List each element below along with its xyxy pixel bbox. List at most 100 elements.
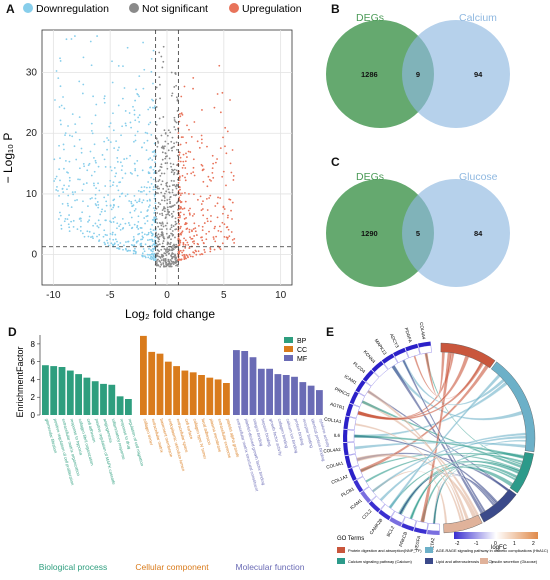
volcano-point bbox=[182, 249, 185, 252]
venn-c-right-label: Glucose bbox=[459, 171, 498, 183]
volcano-point bbox=[188, 193, 190, 195]
volcano-point bbox=[156, 252, 159, 255]
volcano-point bbox=[132, 236, 135, 238]
volcano-point bbox=[74, 131, 77, 134]
volcano-point bbox=[130, 126, 133, 129]
volcano-ytick: 30 bbox=[26, 68, 38, 79]
volcano-point bbox=[158, 235, 161, 238]
volcano-point bbox=[202, 180, 205, 183]
volcano-point bbox=[143, 217, 146, 219]
chord-gene-logfc bbox=[345, 403, 354, 417]
volcano-point bbox=[189, 255, 192, 258]
volcano-point bbox=[167, 248, 169, 251]
volcano-point bbox=[170, 179, 173, 182]
volcano-point bbox=[78, 116, 81, 119]
bar-category-label: angiogenesis bbox=[103, 418, 114, 443]
volcano-point bbox=[136, 92, 139, 95]
volcano-point bbox=[138, 121, 141, 123]
volcano-plot: -10 -5 0 5 10 0 10 20 30 bbox=[26, 29, 293, 301]
volcano-point bbox=[147, 181, 150, 183]
volcano-point bbox=[179, 233, 182, 235]
volcano-point bbox=[231, 149, 234, 151]
volcano-point bbox=[132, 252, 135, 255]
chord-gene-arc bbox=[353, 392, 365, 408]
volcano-point bbox=[70, 38, 73, 40]
volcano-point bbox=[121, 177, 124, 179]
volcano-point bbox=[150, 182, 153, 185]
bar bbox=[206, 377, 214, 415]
volcano-point bbox=[66, 171, 68, 174]
volcano-point bbox=[138, 75, 141, 78]
volcano-point bbox=[209, 220, 212, 223]
volcano-point bbox=[173, 119, 176, 121]
volcano-point bbox=[218, 246, 221, 249]
volcano-point bbox=[152, 243, 155, 246]
volcano-point bbox=[153, 193, 156, 196]
legend-label-ns: Not significant bbox=[142, 3, 208, 15]
volcano-point bbox=[171, 245, 174, 247]
volcano-point bbox=[121, 125, 124, 128]
volcano-point bbox=[94, 114, 97, 117]
volcano-point bbox=[178, 179, 181, 182]
chord-gene-label: PRKCB bbox=[398, 531, 408, 547]
chord-gene-arc bbox=[418, 345, 432, 355]
volcano-point bbox=[210, 215, 212, 217]
legend-swatch-down bbox=[23, 3, 33, 13]
volcano-point bbox=[179, 216, 181, 219]
volcano-point bbox=[93, 157, 95, 159]
chord-gene-logfc bbox=[349, 391, 359, 405]
volcano-point bbox=[156, 236, 159, 239]
volcano-point bbox=[154, 264, 157, 266]
volcano-point bbox=[155, 254, 158, 257]
volcano-point bbox=[175, 121, 178, 124]
volcano-point bbox=[211, 167, 214, 170]
volcano-point bbox=[168, 265, 171, 268]
volcano-point bbox=[179, 225, 182, 228]
volcano-point bbox=[141, 235, 144, 238]
volcano-point bbox=[89, 197, 92, 200]
volcano-point bbox=[95, 161, 97, 164]
bar bbox=[91, 381, 99, 415]
chord-gene-logfc bbox=[343, 416, 350, 430]
bar-legend-swatch-cc bbox=[284, 346, 293, 352]
volcano-point bbox=[152, 254, 155, 256]
volcano-point bbox=[93, 232, 95, 235]
volcano-point bbox=[201, 225, 204, 228]
volcano-point bbox=[170, 94, 173, 97]
volcano-point bbox=[152, 178, 155, 181]
volcano-point bbox=[148, 238, 151, 241]
volcano-point bbox=[188, 231, 191, 233]
volcano-point bbox=[80, 147, 83, 150]
volcano-point bbox=[179, 188, 181, 191]
volcano-point bbox=[121, 217, 124, 220]
chord-gene-arc bbox=[349, 404, 360, 419]
volcano-point bbox=[166, 247, 169, 249]
volcano-point bbox=[164, 258, 166, 260]
volcano-point bbox=[157, 201, 160, 204]
volcano-point bbox=[110, 208, 113, 211]
volcano-point bbox=[172, 263, 175, 266]
volcano-point bbox=[107, 194, 109, 196]
volcano-point bbox=[182, 164, 185, 167]
volcano-point bbox=[186, 124, 188, 127]
volcano-point bbox=[112, 217, 115, 220]
volcano-point bbox=[104, 243, 107, 246]
volcano-point bbox=[124, 122, 127, 125]
volcano-point bbox=[148, 186, 151, 189]
volcano-point bbox=[159, 203, 162, 206]
volcano-point bbox=[206, 220, 209, 223]
volcano-point bbox=[184, 223, 186, 226]
volcano-point bbox=[140, 186, 143, 189]
group-label-bp: Biological process bbox=[39, 562, 108, 572]
venn-c: DEGs Glucose 1290 5 84 bbox=[326, 171, 510, 287]
volcano-point bbox=[119, 242, 122, 244]
volcano-point bbox=[146, 253, 149, 256]
volcano-point bbox=[174, 194, 177, 197]
volcano-point bbox=[127, 222, 130, 224]
volcano-point bbox=[68, 230, 71, 233]
bar bbox=[233, 350, 240, 415]
volcano-point bbox=[191, 255, 194, 258]
chord-gene-label: COL4A2 bbox=[323, 447, 341, 454]
chord-arcs bbox=[343, 341, 536, 535]
